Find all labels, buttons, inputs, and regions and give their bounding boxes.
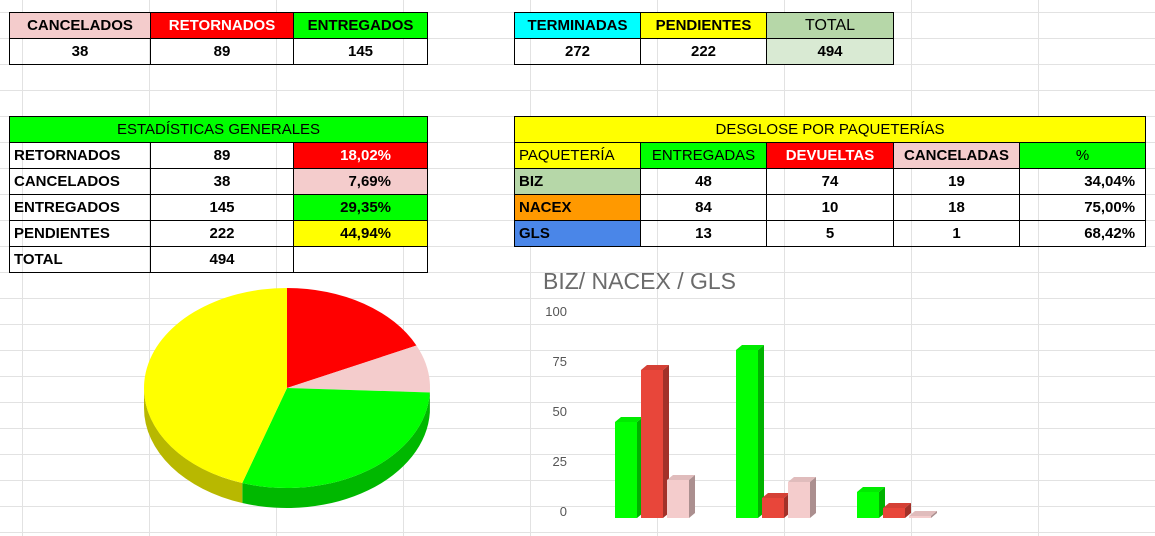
summary-left-table: CANCELADOS RETORNADOS ENTREGADOS 38 89 1… — [9, 12, 428, 65]
pie-slice-entregados[interactable] — [242, 388, 430, 489]
y-tick-label: 100 — [545, 304, 567, 319]
table-row: GLS 13 5 1 68,42% — [514, 220, 1147, 247]
row-value-cancelados[interactable]: 38 — [150, 168, 294, 195]
bar-side-gls-1 — [905, 503, 911, 518]
bar-top-nacex-1 — [762, 493, 790, 498]
header-pendientes[interactable]: PENDIENTES — [640, 12, 767, 39]
table-row: ENTREGADOS 145 29,35% — [9, 194, 428, 221]
desglose-canceladas-biz[interactable]: 19 — [893, 168, 1020, 195]
table-row: NACEX 84 10 18 75,00% — [514, 194, 1147, 221]
row-pct-pendientes[interactable]: 44,94% — [293, 220, 428, 247]
desglose-devueltas-gls[interactable]: 5 — [766, 220, 894, 247]
estadisticas-title[interactable]: ESTADÍSTICAS GENERALES — [9, 116, 428, 143]
desglose-entregadas-gls[interactable]: 13 — [640, 220, 767, 247]
row-pct-total[interactable] — [293, 246, 428, 273]
header-terminadas[interactable]: TERMINADAS — [514, 12, 641, 39]
summary-right-table: TERMINADAS PENDIENTES TOTAL 272 222 494 — [514, 12, 894, 65]
table-row: CANCELADOS 38 7,69% — [9, 168, 428, 195]
row-label-entregados[interactable]: ENTREGADOS — [9, 194, 151, 221]
bar-gls-0[interactable] — [857, 492, 879, 518]
header-total[interactable]: TOTAL — [766, 12, 894, 39]
bar-nacex-1[interactable] — [762, 498, 784, 518]
y-tick-label: 50 — [553, 404, 567, 419]
bar-top-gls-2 — [909, 511, 937, 516]
y-tick-label: 25 — [553, 454, 567, 469]
bar-top-biz-0 — [615, 417, 643, 422]
desglose-title[interactable]: DESGLOSE POR PAQUETERÍAS — [513, 116, 1147, 143]
desglose-pct-nacex[interactable]: 75,00% — [1018, 194, 1147, 221]
bar-side-nacex-0 — [758, 345, 764, 518]
table-row: TOTAL 494 — [9, 246, 428, 273]
bar-side-nacex-2 — [810, 477, 816, 518]
value-retornados[interactable]: 89 — [150, 38, 294, 65]
pie-side-entregados — [242, 392, 430, 508]
row-label-pendientes[interactable]: PENDIENTES — [9, 220, 151, 247]
row-value-pendientes[interactable]: 222 — [150, 220, 294, 247]
bar-top-biz-2 — [667, 475, 695, 480]
bar-nacex-0[interactable] — [736, 350, 758, 518]
desglose-header-entregadas[interactable]: ENTREGADAS — [640, 142, 767, 169]
bar-gls-1[interactable] — [883, 508, 905, 518]
bar-nacex-2[interactable] — [788, 482, 810, 518]
bar-top-nacex-0 — [736, 345, 764, 350]
bar-biz-0[interactable] — [615, 422, 637, 518]
bar-side-biz-2 — [689, 475, 695, 518]
bar-chart[interactable]: 100 75 50 25 0 — [545, 304, 937, 519]
header-cancelados[interactable]: CANCELADOS — [9, 12, 151, 39]
value-pendientes[interactable]: 222 — [640, 38, 767, 65]
y-tick-label: 0 — [560, 504, 567, 519]
desglose-canceladas-nacex[interactable]: 18 — [893, 194, 1020, 221]
row-pct-cancelados[interactable]: 7,69% — [293, 168, 428, 195]
bar-top-nacex-2 — [788, 477, 816, 482]
value-cancelados[interactable]: 38 — [9, 38, 151, 65]
desglose-header-devueltas[interactable]: DEVUELTAS — [766, 142, 894, 169]
value-entregados[interactable]: 145 — [293, 38, 428, 65]
bar-top-gls-1 — [883, 503, 911, 508]
pie-slice-pendientes[interactable] — [143, 288, 287, 483]
estadisticas-table: ESTADÍSTICAS GENERALES RETORNADOS 89 18,… — [9, 116, 428, 273]
bar-top-biz-1 — [641, 365, 669, 370]
table-row: BIZ 48 74 19 34,04% — [514, 168, 1147, 195]
bar-top-gls-0 — [857, 487, 885, 492]
row-value-entregados[interactable]: 145 — [150, 194, 294, 221]
bar-gls-2[interactable] — [909, 516, 931, 518]
pie-side-pendientes — [144, 388, 243, 503]
value-total[interactable]: 494 — [766, 38, 894, 65]
pie-slice-cancelados[interactable] — [287, 345, 430, 393]
desglose-name-gls[interactable]: GLS — [514, 220, 641, 247]
table-row: PENDIENTES 222 44,94% — [9, 220, 428, 247]
table-row: RETORNADOS 89 18,02% — [9, 142, 428, 169]
row-pct-entregados[interactable]: 29,35% — [293, 194, 428, 221]
desglose-canceladas-gls[interactable]: 1 — [893, 220, 1020, 247]
bar-biz-2[interactable] — [667, 480, 689, 518]
value-terminadas[interactable]: 272 — [514, 38, 641, 65]
desglose-entregadas-nacex[interactable]: 84 — [640, 194, 767, 221]
desglose-table: DESGLOSE POR PAQUETERÍAS PAQUETERÍA ENTR… — [513, 116, 1147, 247]
pie-chart[interactable] — [143, 288, 430, 508]
bar-chart-title: BIZ/ NACEX / GLS — [543, 268, 736, 294]
pie-slice-retornados[interactable] — [287, 288, 417, 388]
desglose-pct-gls[interactable]: 68,42% — [1018, 220, 1147, 247]
bar-biz-1[interactable] — [641, 370, 663, 518]
desglose-entregadas-biz[interactable]: 48 — [640, 168, 767, 195]
bar-side-gls-2 — [931, 511, 937, 518]
row-pct-retornados[interactable]: 18,02% — [293, 142, 428, 169]
y-tick-label: 75 — [553, 354, 567, 369]
row-value-total[interactable]: 494 — [150, 246, 294, 273]
